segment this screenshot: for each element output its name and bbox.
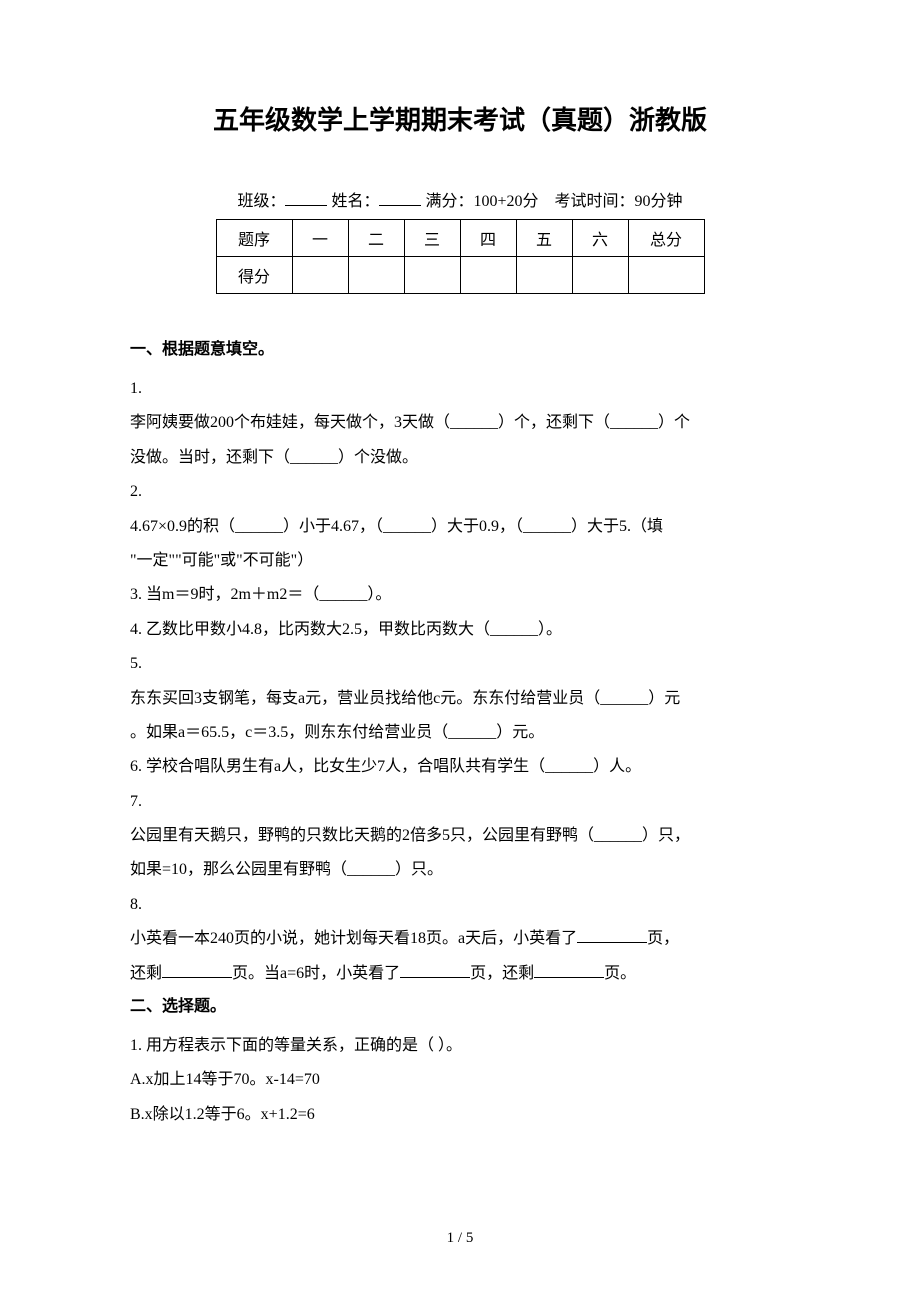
header-cell: 二 [348, 220, 404, 257]
name-label: 姓名： [331, 193, 379, 210]
score-cell [404, 257, 460, 294]
blank [577, 927, 647, 943]
score-label: 满分：100+20分 [425, 193, 538, 210]
q5-number: 5. [130, 647, 790, 681]
s2-q1-option-b: B.x除以1.2等于6。x+1.2=6 [130, 1098, 790, 1132]
table-row: 题序 一 二 三 四 五 六 总分 [216, 220, 704, 257]
blank [534, 962, 604, 978]
q7-number: 7. [130, 785, 790, 819]
page-title: 五年级数学上学期期末考试（真题）浙教版 [130, 100, 790, 137]
q8-line-b: 还剩 页。当a=6时，小英看了 页，还剩 页。 [130, 957, 790, 991]
q1-number: 1. [130, 372, 790, 406]
q1-line-b: 没做。当时，还剩下（______）个没做。 [130, 441, 790, 475]
q7-line-a: 公园里有天鹅只，野鸭的只数比天鹅的2倍多5只，公园里有野鸭（______）只， [130, 819, 790, 853]
q7-line-b: 如果=10，那么公园里有野鸭（______）只。 [130, 853, 790, 887]
header-cell: 四 [460, 220, 516, 257]
q8-number: 8. [130, 888, 790, 922]
q1-line-a: 李阿姨要做200个布娃娃，每天做个，3天做（______）个，还剩下（_____… [130, 406, 790, 440]
q8-text-b3: 页，还剩 [470, 965, 534, 982]
s2-q1-option-a: A.x加上14等于70。x-14=70 [130, 1063, 790, 1097]
row-label-cell: 得分 [216, 257, 292, 294]
s2-q1-line: 1. 用方程表示下面的等量关系，正确的是（ ）。 [130, 1029, 790, 1063]
blank [400, 962, 470, 978]
score-cell [572, 257, 628, 294]
class-blank [285, 190, 327, 206]
time-label: 考试时间：90分钟 [555, 193, 683, 210]
q8-text-a2: 页， [647, 930, 679, 947]
q2-line-b: "一定""可能"或"不可能"） [130, 544, 790, 578]
class-label: 班级： [237, 193, 285, 210]
section-1-heading: 一、根据题意填空。 [130, 334, 790, 366]
header-cell: 六 [572, 220, 628, 257]
score-cell [460, 257, 516, 294]
score-cell [348, 257, 404, 294]
header-cell: 五 [516, 220, 572, 257]
name-blank [379, 190, 421, 206]
header-cell: 三 [404, 220, 460, 257]
q8-text-a1: 小英看一本240页的小说，她计划每天看18页。a天后，小英看了 [130, 930, 577, 947]
blank [162, 962, 232, 978]
table-row: 得分 [216, 257, 704, 294]
q8-text-b1: 还剩 [130, 965, 162, 982]
header-cell: 题序 [216, 220, 292, 257]
score-cell [516, 257, 572, 294]
q6-line: 6. 学校合唱队男生有a人，比女生少7人，合唱队共有学生（______）人。 [130, 750, 790, 784]
q8-line-a: 小英看一本240页的小说，她计划每天看18页。a天后，小英看了 页， [130, 922, 790, 956]
header-cell: 一 [292, 220, 348, 257]
score-table: 题序 一 二 三 四 五 六 总分 得分 [216, 219, 705, 294]
exam-info-line: 班级： 姓名： 满分：100+20分 考试时间：90分钟 [130, 187, 790, 211]
page-footer: 1 / 5 [0, 1230, 920, 1247]
q2-number: 2. [130, 475, 790, 509]
q3-line: 3. 当m＝9时，2m＋m2＝（______）。 [130, 578, 790, 612]
q5-line-b: 。如果a＝65.5，c＝3.5，则东东付给营业员（______）元。 [130, 716, 790, 750]
q2-line-a: 4.67×0.9的积（______）小于4.67，（______）大于0.9，（… [130, 510, 790, 544]
q8-text-b4: 页。 [604, 965, 636, 982]
q8-text-b2: 页。当a=6时，小英看了 [232, 965, 400, 982]
q5-line-a: 东东买回3支钢笔，每支a元，营业员找给他c元。东东付给营业员（______）元 [130, 682, 790, 716]
header-cell: 总分 [628, 220, 704, 257]
q4-line: 4. 乙数比甲数小4.8，比丙数大2.5，甲数比丙数大（______）。 [130, 613, 790, 647]
section-2-heading: 二、选择题。 [130, 991, 790, 1023]
score-cell [628, 257, 704, 294]
score-cell [292, 257, 348, 294]
